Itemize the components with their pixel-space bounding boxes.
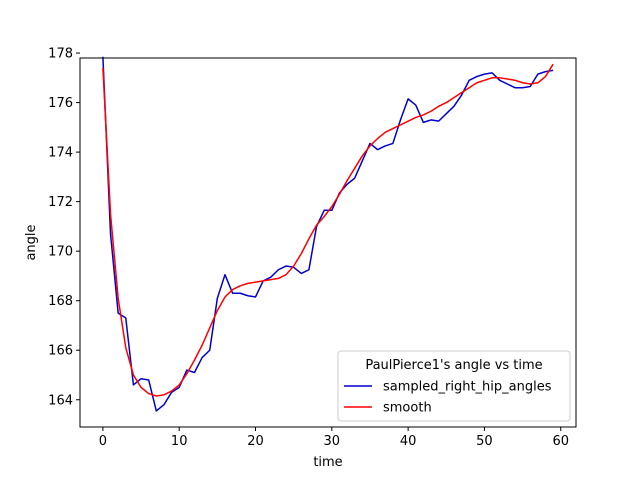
legend-title: PaulPierce1's angle vs time [365, 358, 542, 373]
x-tick-label: 30 [324, 434, 341, 449]
y-tick-label: 170 [48, 245, 73, 260]
x-tick-label: 50 [476, 434, 493, 449]
y-tick-label: 164 [48, 393, 73, 408]
y-tick-label: 176 [48, 96, 73, 111]
y-tick-label: 166 [48, 344, 73, 359]
y-tick-label: 172 [48, 195, 73, 210]
y-tick-label: 174 [48, 146, 73, 161]
y-axis: 164 166 168 170 172 174 176 178 [48, 47, 80, 408]
y-axis-label: angle [24, 224, 39, 260]
x-tick-label: 60 [552, 434, 569, 449]
x-tick-label: 0 [99, 434, 107, 449]
x-axis-label: time [313, 455, 342, 470]
y-tick-label: 178 [48, 47, 73, 62]
legend: PaulPierce1's angle vs time sampled_righ… [337, 350, 571, 422]
x-tick-label: 20 [247, 434, 264, 449]
legend-label: sampled_right_hip_angles [383, 380, 552, 395]
x-tick-label: 40 [400, 434, 417, 449]
y-tick-label: 168 [48, 294, 73, 309]
series-line-sampled-right-hip-angles [102, 56, 554, 412]
series-line-smooth [102, 63, 554, 397]
x-axis: 0 10 20 30 40 50 60 [99, 427, 569, 449]
legend-label: smooth [383, 401, 432, 416]
x-tick-label: 10 [171, 434, 188, 449]
plot-frame [79, 57, 577, 428]
plot-area [102, 56, 554, 412]
legend-box [337, 350, 571, 422]
